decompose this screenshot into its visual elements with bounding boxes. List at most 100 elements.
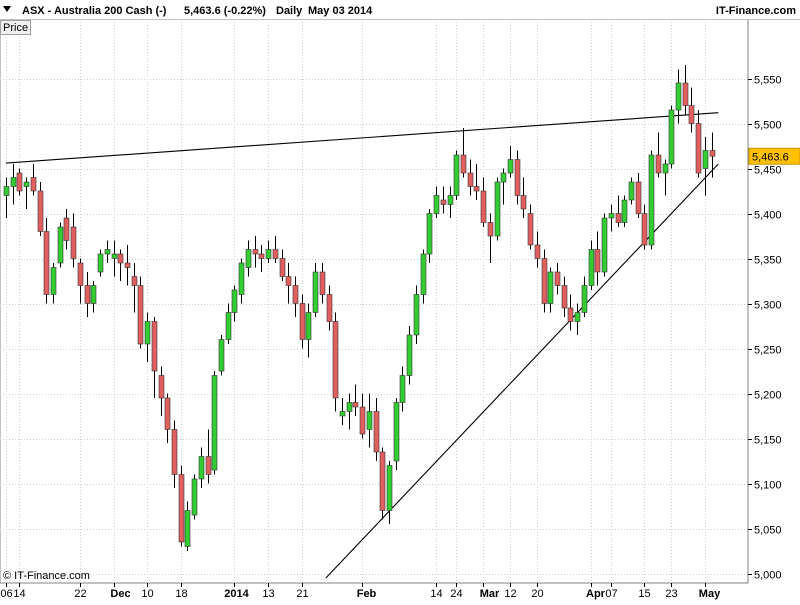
candle-up xyxy=(588,249,595,286)
x-tick-label: 23 xyxy=(665,588,677,600)
x-tick-label: Apr xyxy=(586,588,606,600)
candle-up xyxy=(10,177,17,187)
candle-up xyxy=(312,271,319,313)
candle-up xyxy=(90,285,97,304)
y-tick-label: 5,150 xyxy=(754,435,782,447)
candle-down xyxy=(16,172,23,192)
candle-down xyxy=(682,82,689,106)
candle-up xyxy=(433,195,440,214)
candle-down xyxy=(137,285,144,345)
candle-down xyxy=(534,244,541,259)
y-tick-label: 5,300 xyxy=(754,300,782,312)
candle-up xyxy=(339,411,346,417)
candle-up xyxy=(386,465,393,511)
candle-down xyxy=(567,307,574,322)
candle-up xyxy=(111,253,118,259)
candle-up xyxy=(23,181,30,187)
y-tick-label: 5,000 xyxy=(754,570,782,582)
candle-down xyxy=(37,190,44,232)
x-tick-label: 14 xyxy=(430,588,442,600)
candle-down xyxy=(709,150,716,157)
candle-down xyxy=(326,294,333,322)
y-tick-label: 5,100 xyxy=(754,480,782,492)
candle-down xyxy=(467,172,474,187)
date-label: May 03 2014 xyxy=(308,5,373,17)
x-tick-label: Feb xyxy=(357,588,377,600)
candle-down xyxy=(332,321,339,399)
candle-down xyxy=(379,451,386,511)
candle-up xyxy=(601,217,608,273)
candle-up xyxy=(581,285,588,313)
candle-up xyxy=(547,271,554,304)
candle-down xyxy=(292,285,299,304)
candle-up xyxy=(184,510,191,547)
y-tick-label: 5,550 xyxy=(754,75,782,87)
candle-down xyxy=(258,253,265,259)
candle-up xyxy=(265,249,272,259)
x-tick-label: 22 xyxy=(74,588,86,600)
candle-down xyxy=(252,249,259,255)
chart-header: ASX - Australia 200 Cash (-) 5,463.6 (-0.… xyxy=(3,5,796,17)
x-tick-label: 10 xyxy=(141,588,153,600)
candle-down xyxy=(655,154,662,174)
candle-up xyxy=(420,253,427,295)
candle-up xyxy=(346,402,353,412)
candle-up xyxy=(628,181,635,201)
candle-down xyxy=(285,276,292,286)
header-bar xyxy=(0,0,800,19)
candle-down xyxy=(561,285,568,309)
candle-down xyxy=(541,258,548,304)
candle-down xyxy=(30,177,37,192)
y-tick-label: 5,350 xyxy=(754,255,782,267)
candle-down xyxy=(158,375,165,399)
candle-up xyxy=(453,154,460,196)
candle-down xyxy=(272,249,279,259)
candle-up xyxy=(413,294,420,336)
x-tick-label: 13 xyxy=(262,588,274,600)
candle-up xyxy=(198,456,205,480)
candle-up xyxy=(211,375,218,471)
candle-down xyxy=(359,406,366,435)
x-tick-label: 21 xyxy=(296,588,308,600)
candle-down xyxy=(84,285,91,304)
y-tick-label: 5,500 xyxy=(754,120,782,132)
candle-down xyxy=(473,186,480,192)
candle-down xyxy=(514,159,521,196)
candle-up xyxy=(366,411,373,430)
candle-down xyxy=(164,397,171,430)
candle-down xyxy=(279,258,286,277)
watermark: © IT-Finance.com xyxy=(3,570,90,582)
candle-down xyxy=(520,195,527,210)
candle-up xyxy=(574,312,581,322)
price-tab xyxy=(0,20,31,35)
candle-down xyxy=(124,262,131,268)
candle-down xyxy=(43,231,50,295)
candle-down xyxy=(70,226,77,259)
plot-area xyxy=(0,18,749,584)
candle-down xyxy=(635,181,642,214)
chart-title: ASX - Australia 200 Cash (-) xyxy=(22,5,167,17)
x-tick-label: 15 xyxy=(638,588,650,600)
candle-down xyxy=(695,123,702,174)
x-tick-label: 18 xyxy=(175,588,187,600)
candle-up xyxy=(507,159,514,174)
collapse-arrow-icon xyxy=(3,6,11,12)
candle-down xyxy=(480,190,487,223)
candle-up xyxy=(393,402,400,462)
candle-down xyxy=(615,213,622,223)
x-tick-label: 2014 xyxy=(224,588,249,600)
candle-up xyxy=(218,339,225,372)
candle-up xyxy=(97,253,104,273)
candle-up xyxy=(662,163,669,174)
candle-down xyxy=(352,402,359,408)
candle-down xyxy=(554,271,561,286)
candle-down xyxy=(117,253,124,264)
candle-up xyxy=(500,172,507,183)
y-tick-label: 5,250 xyxy=(754,345,782,357)
candle-up xyxy=(238,262,245,295)
price-tab-label: Price xyxy=(3,22,28,34)
candle-up xyxy=(447,195,454,205)
trendline-resistance xyxy=(5,112,719,164)
candle-up xyxy=(675,82,682,111)
